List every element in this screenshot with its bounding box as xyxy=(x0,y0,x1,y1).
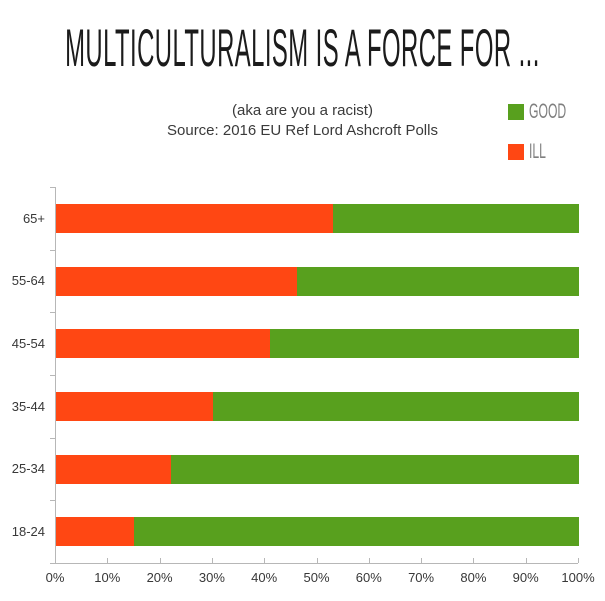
x-axis-tick xyxy=(264,558,266,563)
title-container: MULTICULTURALISM IS A FORCE FOR ... xyxy=(0,18,605,79)
x-axis-tick xyxy=(55,558,56,563)
y-axis-tick xyxy=(50,563,55,564)
x-axis-label: 10% xyxy=(94,570,121,585)
y-axis-tick xyxy=(50,312,55,313)
x-axis-label: 100% xyxy=(561,570,595,585)
category-label: 65+ xyxy=(22,210,45,226)
bar-segment-good xyxy=(296,266,579,296)
x-axis-tick xyxy=(473,558,475,563)
bar-row xyxy=(56,329,579,359)
x-axis-line xyxy=(50,563,578,564)
x-axis-label: 40% xyxy=(251,570,278,585)
chart-title: MULTICULTURALISM IS A FORCE FOR ... xyxy=(65,19,540,78)
category-label: 45-54 xyxy=(11,336,45,352)
bar-segment-ill xyxy=(56,454,172,484)
x-axis-label: 30% xyxy=(198,570,225,585)
x-axis-label: 80% xyxy=(460,570,487,585)
y-axis-line xyxy=(55,187,56,563)
x-axis-tick xyxy=(525,558,527,563)
y-axis-tick xyxy=(50,187,55,188)
subtitle-line-1: (aka are you a racist) xyxy=(232,102,373,119)
bar-chart: 65+ 55-64 45-54 35-44 25-34 18-24 0% 10% 20% 30% 4… xyxy=(0,187,605,592)
bar-row xyxy=(56,266,579,296)
x-axis-label: 70% xyxy=(408,570,435,585)
legend: GOOD ILL xyxy=(508,100,593,183)
x-axis-label: 90% xyxy=(512,570,539,585)
x-axis-tick xyxy=(107,558,109,563)
x-axis-label: 50% xyxy=(303,570,330,585)
chart-subtitle: (aka are you a racist) Source: 2016 EU R… xyxy=(0,101,605,141)
legend-item-ill: ILL xyxy=(508,140,593,163)
bar-segment-ill xyxy=(56,203,334,233)
bar-segment-ill xyxy=(56,329,271,359)
x-axis-tick xyxy=(159,558,161,563)
x-axis-tick xyxy=(368,558,370,563)
y-axis-tick xyxy=(50,500,55,501)
x-axis-label: 60% xyxy=(355,570,382,585)
category-label: 55-64 xyxy=(11,273,45,289)
ill-swatch-icon xyxy=(508,143,524,160)
y-axis-tick xyxy=(50,250,55,251)
legend-label-good: GOOD xyxy=(529,99,567,123)
legend-item-good: GOOD xyxy=(508,100,593,123)
bar-row xyxy=(56,454,579,484)
y-axis-tick xyxy=(50,438,55,439)
bar-segment-good xyxy=(333,203,579,233)
bar-segment-ill xyxy=(56,266,297,296)
subtitle-line-2: Source: 2016 EU Ref Lord Ashcroft Polls xyxy=(167,122,438,139)
bar-row xyxy=(56,391,579,421)
x-axis-tick xyxy=(316,558,318,563)
x-axis-label: 20% xyxy=(146,570,173,585)
bar-segment-ill xyxy=(56,517,135,547)
category-label: 18-24 xyxy=(11,524,45,540)
bar-segment-good xyxy=(270,329,579,359)
x-axis-tick xyxy=(211,558,213,563)
bar-segment-good xyxy=(171,454,579,484)
bar-row xyxy=(56,203,579,233)
category-label: 25-34 xyxy=(11,461,45,477)
bar-row xyxy=(56,517,579,547)
bar-segment-good xyxy=(134,517,579,547)
good-swatch-icon xyxy=(508,103,524,120)
bar-segment-good xyxy=(212,391,579,421)
x-axis-tick xyxy=(421,558,423,563)
category-label: 35-44 xyxy=(11,398,45,414)
y-axis-tick xyxy=(50,375,55,376)
x-axis-tick xyxy=(578,558,579,563)
legend-label-ill: ILL xyxy=(529,139,546,163)
bar-segment-ill xyxy=(56,391,213,421)
x-axis-label: 0% xyxy=(45,570,65,585)
